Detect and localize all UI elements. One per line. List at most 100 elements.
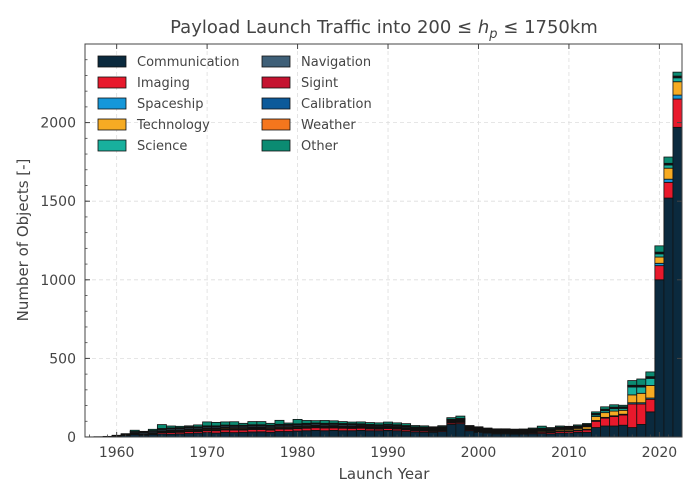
bar-segment: [202, 421, 213, 427]
bar-segment: [618, 424, 629, 438]
bar-segment: [663, 178, 674, 183]
bar-segment: [627, 380, 638, 386]
bar-segment: [636, 424, 647, 438]
bar-segment: [582, 431, 592, 438]
legend-swatch: [97, 97, 127, 110]
bar-segment: [600, 417, 611, 427]
bar-segment: [455, 423, 466, 438]
x-tick-label: 1990: [370, 445, 406, 461]
bar-segment: [654, 279, 665, 438]
bar-segment: [437, 431, 448, 438]
legend-swatch: [97, 118, 127, 131]
y-tick-label: 0: [67, 430, 76, 446]
x-tick-label: 1960: [99, 445, 135, 461]
legend-label: Technology: [136, 118, 210, 133]
bar-segment: [536, 425, 547, 429]
bar-segment: [582, 423, 592, 425]
bar-segment: [663, 181, 674, 199]
bar-segment: [238, 422, 249, 426]
bar-segment: [328, 420, 339, 424]
bar-segment: [319, 427, 330, 432]
bar-segment: [392, 422, 402, 426]
bar-segment: [645, 385, 656, 399]
x-tick-label: 1980: [280, 445, 316, 461]
bar-segment: [166, 425, 176, 429]
bar-segment: [337, 421, 348, 424]
legend-label: Weather: [301, 118, 356, 133]
bar-segment: [419, 431, 430, 438]
bar-segment: [654, 253, 665, 258]
bar-segment: [274, 431, 285, 438]
bar-segment: [184, 425, 194, 428]
bar-segment: [672, 77, 683, 83]
bar-segment: [365, 430, 375, 438]
bar-segment: [292, 418, 303, 425]
bar-segment: [636, 378, 647, 386]
plot-frame: [84, 43, 683, 438]
bar-segment: [319, 420, 330, 424]
bar-segment: [645, 411, 656, 438]
bar-segment: [256, 431, 267, 438]
bar-segment: [265, 422, 276, 426]
bar-segment: [184, 433, 194, 438]
bar-segment: [663, 167, 674, 180]
bar-segment: [355, 421, 366, 425]
bar-segment: [283, 422, 294, 425]
legend-label: Science: [137, 139, 187, 154]
x-tick-label: 2020: [642, 445, 678, 461]
bar-segment: [310, 429, 321, 438]
bar-segment: [654, 265, 665, 281]
bar-segment: [600, 406, 611, 410]
bar-segment: [147, 428, 158, 431]
bar-segment: [310, 427, 321, 431]
bar-segment: [609, 410, 620, 417]
ticks-layer: 1960 1970 1980 1990 2000 2010 2020 0 500 1000 1500…: [40, 44, 682, 461]
bar-segment: [672, 81, 683, 96]
legend-swatch: [97, 139, 127, 152]
bar-segment: [645, 377, 656, 386]
legend-swatch: [261, 55, 291, 68]
bar-segment: [211, 421, 222, 427]
legend-swatch: [97, 55, 127, 68]
bar-segment: [591, 411, 601, 414]
bar-segment: [374, 422, 384, 426]
y-tick-label: 2000: [40, 116, 76, 132]
y-tick-label: 1500: [40, 194, 76, 210]
bar-segment: [301, 420, 312, 424]
bar-segment: [428, 426, 439, 428]
bar-segment: [609, 404, 620, 408]
bar-segment: [328, 429, 339, 438]
legend: Communication Imaging Spaceship Technology S…: [97, 55, 372, 154]
bar-segment: [437, 425, 448, 428]
bar-segment: [573, 424, 583, 427]
bar-segment: [193, 424, 203, 428]
chart-title-leq-1: ≤: [457, 17, 478, 38]
bar-segment: [247, 421, 258, 426]
x-axis-label: Launch Year: [339, 465, 431, 483]
x-tick-label: 1970: [189, 445, 225, 461]
bar-segment: [618, 404, 629, 408]
bar-segment: [591, 416, 601, 421]
legend-label: Spaceship: [137, 97, 204, 112]
chart-title-leq-2: ≤: [498, 17, 525, 38]
y-tick-label: 1000: [40, 273, 76, 289]
bar-segment: [636, 386, 647, 394]
y-tick-label: 500: [49, 351, 76, 367]
bar-segment: [672, 94, 683, 100]
chart-title-main: Payload Launch Traffic into 200: [170, 17, 457, 38]
bar-segment: [410, 425, 421, 428]
bar-segment: [238, 431, 249, 438]
bar-segment: [346, 421, 357, 425]
bar-segment: [663, 197, 674, 438]
legend-label: Imaging: [137, 76, 190, 91]
bar-segment: [663, 156, 674, 164]
legend-label: Other: [301, 139, 339, 154]
y-axis-label: Number of Objects [-]: [14, 159, 32, 322]
bar-segment: [156, 424, 167, 429]
x-tick-label: 2010: [551, 445, 587, 461]
bar-segment: [609, 416, 620, 427]
bar-segment: [600, 412, 611, 418]
legend-swatch: [261, 118, 291, 131]
legend-swatch: [261, 97, 291, 110]
